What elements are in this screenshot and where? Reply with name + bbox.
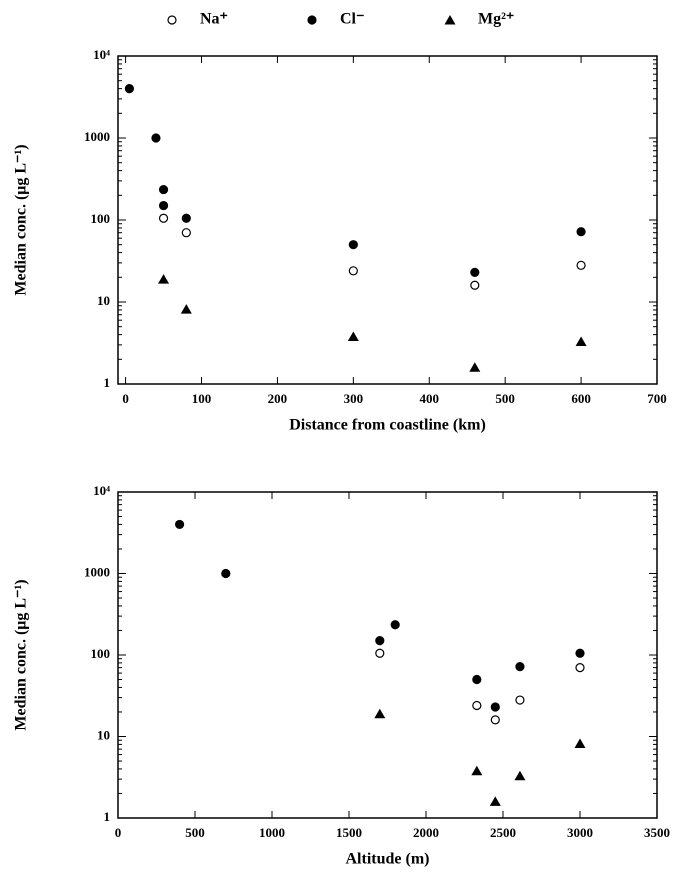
marker-circle — [390, 620, 400, 630]
marker-circle — [158, 213, 169, 223]
marker-triangle — [489, 796, 501, 806]
marker-triangle — [471, 765, 483, 776]
marker-circle — [515, 662, 525, 672]
x-tick-label: 200 — [268, 391, 288, 406]
marker-circle — [124, 84, 134, 94]
x-tick-label: 0 — [115, 825, 122, 840]
marker-circle — [470, 280, 480, 290]
marker-circle — [348, 266, 358, 276]
marker-circle — [158, 184, 169, 195]
marker-circle — [515, 695, 525, 705]
y-tick-label: 1 — [104, 809, 111, 824]
x-tick-label: 100 — [192, 391, 212, 406]
x-tick-label: 0 — [122, 391, 129, 406]
y-tick-label: 100 — [91, 211, 111, 226]
marker-circle — [181, 228, 191, 238]
x-tick-label: 700 — [647, 391, 667, 406]
marker-circle — [576, 227, 586, 237]
y-tick-label: 1 — [104, 375, 111, 390]
marker-circle — [575, 648, 585, 658]
marker-circle — [470, 267, 480, 277]
marker-circle — [375, 648, 385, 658]
marker-circle — [151, 133, 161, 143]
x-tick-label: 2000 — [413, 825, 439, 840]
marker-circle — [472, 674, 482, 685]
marker-circle — [221, 568, 231, 579]
marker-circle — [181, 213, 191, 223]
y-tick-label: 10 — [97, 727, 110, 742]
marker-triangle — [180, 304, 192, 314]
y-tick-label: 1000 — [84, 564, 110, 579]
x-tick-label: 2500 — [490, 825, 516, 840]
marker-circle — [490, 702, 500, 712]
y-axis-label: Median conc. (μg L⁻¹) — [13, 579, 30, 730]
marker-triangle — [158, 274, 170, 284]
marker-circle — [576, 260, 586, 270]
legend-label: Na⁺ — [200, 11, 228, 28]
marker-circle — [175, 519, 185, 530]
x-axis-label: Altitude (m) — [346, 851, 430, 868]
marker-circle — [307, 15, 317, 25]
y-tick-label: 10⁴ — [93, 483, 110, 498]
y-tick-label: 10 — [97, 293, 110, 308]
x-tick-label: 600 — [571, 391, 591, 406]
x-tick-label: 1000 — [259, 825, 285, 840]
marker-triangle — [575, 336, 587, 346]
marker-circle — [348, 240, 358, 250]
y-tick-label: 1000 — [84, 129, 110, 144]
x-tick-label: 1500 — [336, 825, 362, 840]
plot-frame — [117, 55, 658, 385]
x-tick-label: 500 — [185, 825, 205, 840]
x-tick-label: 3000 — [567, 825, 593, 840]
marker-triangle — [469, 362, 481, 372]
y-axis-label: Median conc. (μg L⁻¹) — [13, 144, 30, 295]
marker-triangle — [374, 708, 386, 719]
y-tick-label: 100 — [91, 646, 111, 661]
x-tick-label: 3500 — [644, 825, 670, 840]
marker-triangle — [574, 738, 586, 749]
marker-circle — [158, 200, 169, 211]
marker-circle — [490, 715, 500, 725]
y-tick-label: 10⁴ — [93, 47, 110, 62]
marker-triangle — [514, 770, 526, 781]
marker-circle — [472, 700, 482, 711]
x-tick-label: 400 — [420, 391, 440, 406]
legend-label: Cl⁻ — [340, 11, 364, 28]
x-tick-label: 500 — [495, 391, 515, 406]
marker-circle — [575, 663, 585, 673]
x-axis-label: Distance from coastline (km) — [289, 417, 486, 434]
marker-circle — [375, 636, 385, 646]
marker-triangle — [444, 15, 456, 25]
marker-triangle — [347, 331, 359, 341]
legend-label: Mg²⁺ — [478, 11, 514, 28]
x-tick-label: 300 — [344, 391, 364, 406]
marker-circle — [167, 15, 177, 25]
